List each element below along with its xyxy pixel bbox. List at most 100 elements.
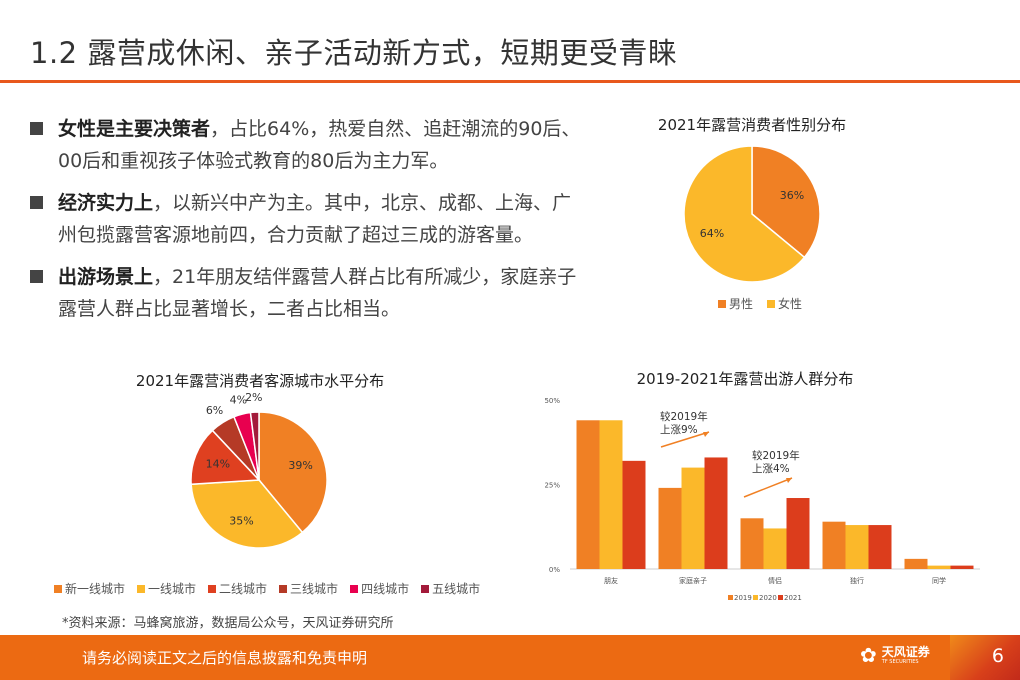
bar <box>681 467 705 569</box>
bullet-item: 女性是主要决策者，占比64%，热爱自然、追赶潮流的90后、00后和重视孩子体验式… <box>28 113 588 177</box>
pie-slice <box>751 145 821 259</box>
legend-item: 一线城市 <box>137 580 196 597</box>
bar <box>704 457 728 569</box>
bullet-bold: 经济实力上 <box>58 192 154 214</box>
legend-item: 新一线城市 <box>54 580 125 597</box>
bullet-text: ，占比64%，热爱自然、追赶潮流的90后、00后和重视孩子体验式教育的80后为主… <box>58 118 581 172</box>
pie-slice <box>249 411 260 481</box>
tf-securities-logo: ✿ 天风证券 TF SECURITIES <box>860 643 930 667</box>
bullet-square-icon <box>30 270 43 283</box>
city-pie-chart: 39% 35% 14% 6% 4%2% <box>190 391 328 549</box>
legend-label: 2020 <box>759 594 777 602</box>
footer-decoration <box>950 635 1020 680</box>
bar <box>763 528 787 569</box>
legend-label: 男性 <box>729 297 754 311</box>
disclaimer-text: 请务必阅读正文之后的信息披露和免责申明 <box>82 649 368 667</box>
footer-bar: 请务必阅读正文之后的信息披露和免责申明 ✿ 天风证券 TF SECURITIES … <box>0 635 1020 680</box>
legend-item: 三线城市 <box>279 580 338 597</box>
gender-pie-chart: 36% 64% <box>683 145 821 283</box>
legend-swatch <box>778 595 783 600</box>
title-divider <box>0 80 1020 83</box>
legend-swatch <box>753 595 758 600</box>
legend-label: 四线城市 <box>361 582 410 596</box>
bullet-text: ，以新兴中产为主。其中，北京、成都、上海、广州包揽露营客源地前四，合力贡献了超过… <box>58 192 572 246</box>
legend-label: 二线城市 <box>219 582 268 596</box>
x-tick-label: 情侣 <box>768 576 782 585</box>
logo-name: 天风证券 <box>881 644 930 659</box>
y-tick-label: 25% <box>544 482 560 490</box>
legend-label: 女性 <box>778 297 803 311</box>
legend-swatch <box>718 299 726 308</box>
y-tick-label: 50% <box>544 397 560 405</box>
legend-item: 五线城市 <box>421 580 480 597</box>
bar <box>599 420 623 569</box>
source-note: *资料来源：马蜂窝旅游，数据局公众号，天风证券研究所 <box>62 616 394 631</box>
city-legend: 新一线城市 一线城市 二线城市 三线城市 四线城市 五线城市 <box>54 580 480 597</box>
pie-label: 2% <box>245 391 262 404</box>
bullet-list: 女性是主要决策者，占比64%，热爱自然、追赶潮流的90后、00后和重视孩子体验式… <box>28 113 588 335</box>
bar <box>622 460 646 569</box>
gender-chart-title: 2021年露营消费者性别分布 <box>657 116 847 134</box>
arrow-head-icon <box>786 478 792 483</box>
legend-label: 2019 <box>734 594 752 602</box>
bar <box>927 565 951 569</box>
bullet-bold: 出游场景上 <box>58 266 154 288</box>
bullet-text: ，21年朋友结伴露营人群占比有所减少，家庭亲子露营人群占比显著增长，二者占比相当… <box>58 266 577 320</box>
bar <box>786 498 810 569</box>
legend-swatch <box>54 584 62 593</box>
x-tick-label: 同学 <box>932 576 946 585</box>
y-tick-label: 0% <box>549 566 560 574</box>
bullet-square-icon <box>30 122 43 135</box>
bullet-square-icon <box>30 196 43 209</box>
annotation-arrow <box>743 477 793 498</box>
bar <box>904 558 928 569</box>
arrow-head-icon <box>703 432 709 437</box>
legend-label: 一线城市 <box>148 582 197 596</box>
legend-swatch <box>279 584 288 593</box>
pie-slice <box>683 145 806 283</box>
legend-item: 四线城市 <box>350 580 409 597</box>
annotation-text: 上涨9% <box>660 424 698 436</box>
page-number: 6 <box>991 645 1004 667</box>
x-tick-label: 朋友 <box>604 576 618 585</box>
x-tick-label: 家庭亲子 <box>679 576 707 585</box>
pie-label: 36% <box>780 189 804 202</box>
bar <box>740 518 764 569</box>
legend-swatch <box>767 299 776 308</box>
legend-swatch <box>728 595 733 600</box>
x-tick-label: 独行 <box>850 576 864 585</box>
legend-swatch <box>421 584 430 593</box>
annotation-arrow <box>660 431 710 448</box>
legend-item: 女性 <box>767 295 802 312</box>
annotation-text: 上涨4% <box>752 463 790 475</box>
flower-logo-icon: ✿ <box>860 643 877 667</box>
pie-label: 14% <box>206 458 230 471</box>
bar <box>868 525 892 569</box>
pie-slice <box>190 429 261 486</box>
pie-label: 64% <box>700 227 724 240</box>
legend-label: 三线城市 <box>290 582 339 596</box>
bullet-item: 经济实力上，以新兴中产为主。其中，北京、成都、上海、广州包揽露营客源地前四，合力… <box>28 187 588 251</box>
legend-label: 新一线城市 <box>65 582 126 596</box>
bar-chart-title: 2019-2021年露营出游人群分布 <box>636 370 854 388</box>
bar <box>822 521 846 569</box>
pie-slice <box>190 479 304 549</box>
logo-en: TF SECURITIES <box>881 658 919 665</box>
legend-label: 五线城市 <box>432 582 481 596</box>
pie-slice <box>258 411 328 534</box>
pie-label: 6% <box>206 404 223 417</box>
gender-legend: 男性 女性 <box>718 295 802 312</box>
legend-swatch <box>208 584 217 593</box>
bar <box>576 420 600 569</box>
legend-swatch <box>137 584 146 593</box>
legend-item: 男性 <box>718 295 753 312</box>
legend-swatch <box>350 584 359 593</box>
pie-label: 4% <box>230 394 247 407</box>
annotation-text: 较2019年 <box>660 410 708 423</box>
legend-label: 2021 <box>784 594 802 602</box>
bar <box>950 565 974 569</box>
bullet-item: 出游场景上，21年朋友结伴露营人群占比有所减少，家庭亲子露营人群占比显著增长，二… <box>28 261 588 325</box>
pie-label: 39% <box>288 459 312 472</box>
page-title: 1.2 露营成休闲、亲子活动新方式，短期更受青睐 <box>30 36 678 70</box>
